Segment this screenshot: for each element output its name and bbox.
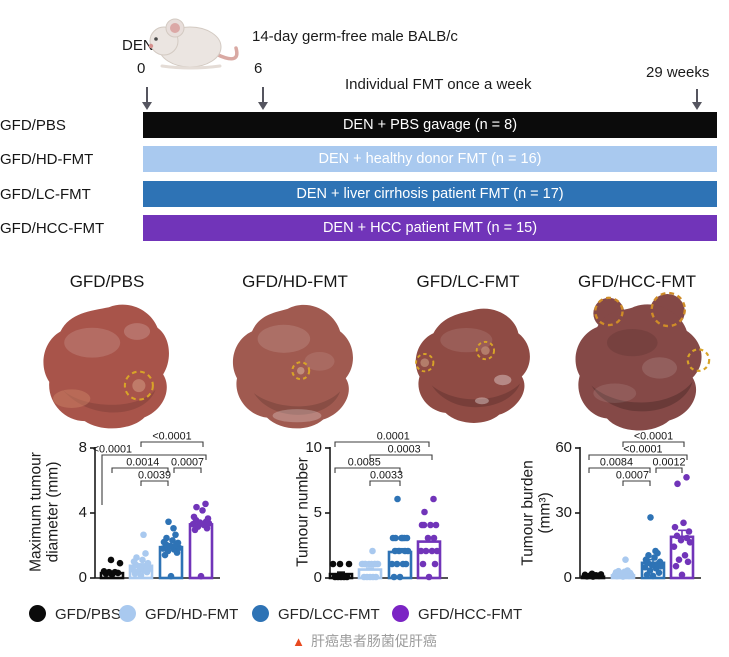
group-bar-gfd-hd-fmt: DEN + healthy donor FMT (n = 16) xyxy=(143,146,717,172)
svg-text:0.0007: 0.0007 xyxy=(171,457,204,469)
liver-panel-label: GFD/LC-FMT xyxy=(416,272,520,291)
svg-text:30: 30 xyxy=(555,504,572,521)
svg-text:0.0085: 0.0085 xyxy=(348,457,381,469)
group-label-gfd-hcc-fmt: GFD/HCC-FMT xyxy=(0,220,105,237)
mouse-caption: 14-day germ-free male BALB/c xyxy=(252,28,458,45)
svg-text:0: 0 xyxy=(314,569,322,586)
group-bar-text: DEN + healthy donor FMT (n = 16) xyxy=(318,151,542,167)
mouse-icon xyxy=(148,18,239,70)
svg-text:0: 0 xyxy=(79,569,87,586)
group-label-gfd-lc-fmt: GFD/LC-FMT xyxy=(0,186,91,203)
svg-text:0.0001: 0.0001 xyxy=(377,431,410,443)
svg-text:0.0039: 0.0039 xyxy=(138,470,171,482)
legend-label-gfd-pbs: GFD/PBS xyxy=(55,606,121,623)
group-bar-text: DEN + HCC patient FMT (n = 15) xyxy=(322,220,538,236)
legend-dot-gfd-pbs xyxy=(29,605,46,622)
group-bar-gfd-pbs: DEN + PBS gavage (n = 8) xyxy=(143,112,717,138)
group-label-gfd-pbs: GFD/PBS xyxy=(0,117,66,134)
tumour-marker-circle xyxy=(475,340,496,361)
svg-text:<0.0001: <0.0001 xyxy=(93,444,132,456)
caption-triangle-icon: ▲ xyxy=(292,634,305,649)
svg-text:0.0014: 0.0014 xyxy=(126,457,159,469)
liver-panel-label: GFD/HCC-FMT xyxy=(577,272,697,291)
group-bar-gfd-lc-fmt: DEN + liver cirrhosis patient FMT (n = 1… xyxy=(143,181,717,207)
tumour-marker-circle xyxy=(686,348,711,372)
svg-text:<0.0001: <0.0001 xyxy=(623,444,662,456)
liver-panel-label: GFD/PBS xyxy=(69,272,145,291)
timeline-arrow-icon xyxy=(142,87,152,110)
svg-text:0.0033: 0.0033 xyxy=(370,470,403,482)
group-label-gfd-hd-fmt: GFD/HD-FMT xyxy=(0,151,94,168)
svg-text:<0.0001: <0.0001 xyxy=(152,431,191,443)
svg-text:4: 4 xyxy=(79,504,87,521)
svg-text:60: 60 xyxy=(555,439,572,456)
legend-label-gfd-hcc-fmt: GFD/HCC-FMT xyxy=(418,606,523,623)
tumour-marker-circle xyxy=(291,361,311,381)
legend-label-gfd-lcc-fmt: GFD/LCC-FMT xyxy=(278,606,380,623)
tumour-marker-circle xyxy=(123,370,154,401)
group-bar-text: DEN + liver cirrhosis patient FMT (n = 1… xyxy=(296,186,564,202)
tumour-marker-circle xyxy=(415,353,435,373)
group-bar-text: DEN + PBS gavage (n = 8) xyxy=(342,117,518,133)
den-label: DEN xyxy=(122,37,154,54)
tumour-marker-circle xyxy=(594,296,624,327)
legend-dot-gfd-lcc-fmt xyxy=(252,605,269,622)
svg-text:8: 8 xyxy=(79,439,87,456)
fmt-note: Individual FMT once a week xyxy=(345,76,532,93)
caption-text: 肝癌患者肠菌促肝癌 xyxy=(310,633,437,649)
legend-dot-gfd-hcc-fmt xyxy=(392,605,409,622)
svg-text:0: 0 xyxy=(564,569,572,586)
timeline-arrow-icon xyxy=(692,89,702,110)
timeline-tick-0: 0 xyxy=(137,60,146,77)
svg-text:<0.0001: <0.0001 xyxy=(634,431,673,443)
svg-text:10: 10 xyxy=(305,439,322,456)
svg-text:5: 5 xyxy=(314,504,322,521)
liver-photo-gfd-hd-fmt xyxy=(232,304,353,429)
liver-panel-label: GFD/HD-FMT xyxy=(242,272,348,291)
liver-photo-gfd-lc-fmt xyxy=(415,308,530,423)
liver-photo-gfd-pbs xyxy=(43,304,169,429)
timeline-tick-29-weeks: 29 weeks xyxy=(646,64,710,81)
svg-text:0.0012: 0.0012 xyxy=(652,457,685,469)
svg-text:0.0084: 0.0084 xyxy=(600,457,633,469)
timeline-tick-6: 6 xyxy=(254,60,263,77)
liver-photo-gfd-hcc-fmt xyxy=(575,291,711,431)
timeline-arrow-icon xyxy=(258,87,268,110)
svg-text:0.0007: 0.0007 xyxy=(616,470,649,482)
figure-caption: ▲ 肝癌患者肠菌促肝癌 xyxy=(0,631,729,651)
group-bar-gfd-hcc-fmt: DEN + HCC patient FMT (n = 15) xyxy=(143,215,717,241)
legend-dot-gfd-hd-fmt xyxy=(119,605,136,622)
svg-text:0.0003: 0.0003 xyxy=(388,444,421,456)
legend-label-gfd-hd-fmt: GFD/HD-FMT xyxy=(145,606,239,623)
